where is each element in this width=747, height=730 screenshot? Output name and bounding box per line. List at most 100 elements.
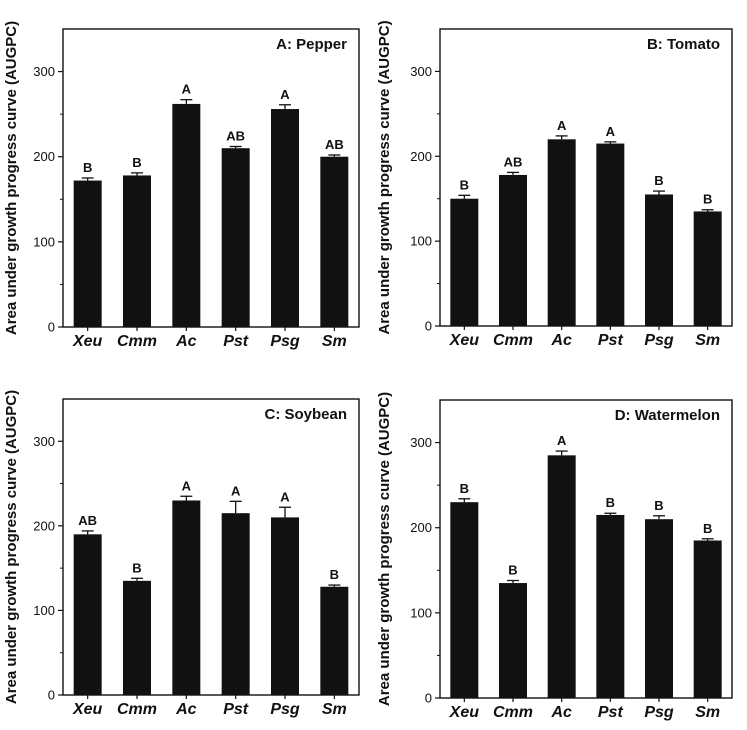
significance-letter: B — [654, 498, 663, 513]
y-tick-label: 300 — [410, 435, 432, 450]
category-label: Ac — [550, 332, 572, 349]
y-axis-label: Area under growth progress curve (AUGPC) — [3, 390, 20, 704]
significance-letter: B — [606, 495, 615, 510]
y-tick-label: 0 — [48, 320, 55, 335]
bar-pst — [221, 148, 250, 327]
category-label: Pst — [223, 333, 249, 350]
bar-xeu — [450, 198, 479, 326]
significance-letter: A — [557, 118, 567, 133]
y-tick-label: 100 — [410, 605, 432, 620]
category-label: Pst — [223, 701, 249, 718]
bar-xeu — [450, 502, 479, 698]
significance-letter: A — [231, 483, 241, 498]
bar-ac — [547, 139, 576, 326]
bar-sm — [693, 211, 722, 326]
bar-psg — [271, 517, 299, 695]
plot-frame — [439, 28, 733, 327]
significance-letter: A — [182, 478, 192, 493]
bar-cmm — [123, 580, 151, 695]
category-label: Sm — [695, 704, 720, 721]
panel-title: B: Tomato — [647, 36, 720, 53]
category-label: Psg — [644, 332, 674, 349]
bar-sm — [320, 156, 349, 327]
panel-title: D: Watermelon — [615, 407, 720, 424]
significance-letter: AB — [504, 154, 523, 169]
y-tick-label: 300 — [33, 64, 55, 79]
significance-letter: B — [703, 192, 712, 207]
category-label: Xeu — [72, 333, 103, 350]
y-axis-label: Area under growth progress curve (AUGPC) — [3, 21, 20, 335]
category-label: Cmm — [117, 701, 157, 718]
y-tick-label: 0 — [48, 688, 55, 703]
category-label: Ac — [550, 704, 572, 721]
y-axis-label: Area under growth progress curve (AUGPC) — [376, 20, 393, 334]
y-tick-label: 200 — [33, 518, 55, 533]
category-label: Xeu — [449, 332, 480, 349]
bar-xeu — [73, 534, 102, 695]
category-label: Ac — [175, 333, 197, 350]
bar-ac — [547, 455, 576, 698]
significance-letter: B — [460, 177, 469, 192]
significance-letter: B — [330, 567, 339, 582]
y-tick-label: 100 — [33, 234, 55, 249]
chart-tomato: 0 100 200 300 Area under growth progress cur… — [376, 20, 733, 349]
y-tick-label: 200 — [410, 520, 432, 535]
category-label: Psg — [270, 333, 300, 350]
y-tick-label: 300 — [33, 434, 55, 449]
plot-frame — [62, 28, 360, 328]
significance-letter: B — [132, 560, 141, 575]
category-label: Pst — [598, 332, 624, 349]
chart-watermelon: 0 100 200 300 Area under growth progress cur… — [376, 392, 733, 721]
significance-letter: B — [654, 173, 663, 188]
significance-letter: B — [508, 563, 517, 578]
y-tick-label: 0 — [425, 691, 432, 706]
panel-title: A: Pepper — [276, 36, 347, 53]
chart-pepper: 0 100 200 300 Area under growth progress cur… — [3, 21, 360, 350]
y-tick-label: 200 — [410, 149, 432, 164]
y-tick-label: 100 — [410, 234, 432, 249]
bar-pst — [596, 143, 625, 326]
category-label: Psg — [644, 704, 674, 721]
bar-cmm — [499, 583, 527, 698]
category-label: Pst — [598, 704, 624, 721]
bar-ac — [172, 500, 201, 695]
bar-cmm — [499, 174, 527, 326]
panel-title: C: Soybean — [264, 406, 347, 423]
category-label: Sm — [322, 701, 347, 718]
category-label: Xeu — [449, 704, 480, 721]
bar-sm — [693, 540, 722, 698]
chart-soybean: 0 100 200 300 Area under growth progress cur… — [3, 390, 360, 718]
bar-sm — [320, 586, 349, 695]
significance-letter: AB — [226, 128, 245, 143]
significance-letter: A — [182, 82, 192, 97]
significance-letter: B — [132, 155, 141, 170]
bar-psg — [645, 194, 673, 326]
y-axis-label: Area under growth progress curve (AUGPC) — [376, 392, 393, 706]
y-tick-label: 0 — [425, 319, 432, 334]
significance-letter: AB — [325, 137, 344, 152]
bar-cmm — [123, 175, 151, 327]
significance-letter: A — [606, 124, 616, 139]
bar-pst — [596, 514, 625, 698]
bar-xeu — [73, 180, 102, 327]
bar-pst — [221, 513, 250, 695]
significance-letter: A — [280, 87, 290, 102]
category-label: Psg — [270, 701, 300, 718]
bar-ac — [172, 103, 201, 327]
significance-letter: B — [83, 160, 92, 175]
significance-letter: A — [557, 433, 567, 448]
significance-letter: AB — [78, 513, 97, 528]
significance-letter: A — [280, 489, 290, 504]
plot-frame — [439, 399, 733, 699]
y-tick-label: 200 — [33, 149, 55, 164]
bar-psg — [271, 109, 299, 327]
category-label: Sm — [695, 332, 720, 349]
category-label: Xeu — [72, 701, 103, 718]
category-label: Cmm — [493, 704, 533, 721]
bar-psg — [645, 519, 673, 698]
category-label: Ac — [175, 701, 197, 718]
category-label: Sm — [322, 333, 347, 350]
y-tick-label: 300 — [410, 64, 432, 79]
category-label: Cmm — [493, 332, 533, 349]
